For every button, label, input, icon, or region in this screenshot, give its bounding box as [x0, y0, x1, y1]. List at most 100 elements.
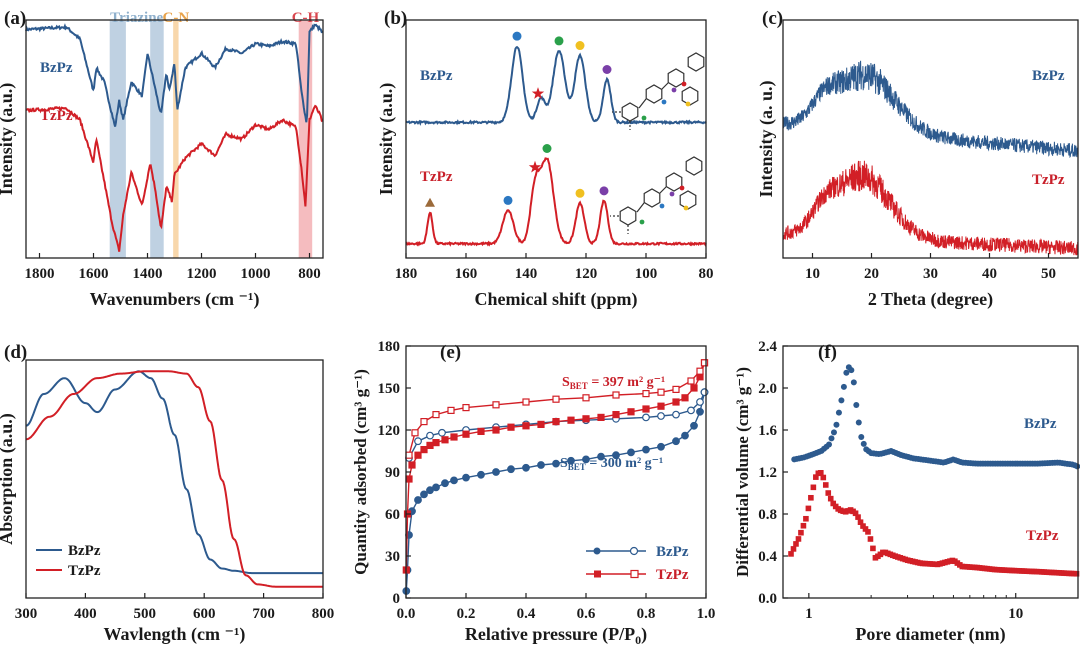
peak-marker-dot — [599, 186, 609, 196]
bond — [659, 186, 667, 194]
x-tick-label: 0.4 — [517, 606, 536, 622]
legend-label: TzPz — [656, 567, 689, 583]
panel-label: (e) — [440, 342, 461, 363]
x-axis-title: Wavenumbers (cm ⁻¹) — [90, 289, 260, 310]
peak-marker-dot — [575, 41, 585, 51]
pore-point — [798, 529, 804, 536]
structure-tzpz — [610, 156, 703, 234]
isotherm-point — [657, 388, 665, 396]
y-axis-title: Absorption (a.u.) — [0, 413, 17, 545]
pore-point — [850, 379, 857, 386]
y-tick-label: 2.0 — [758, 381, 777, 397]
isotherm-point — [522, 422, 530, 430]
isotherm-point — [414, 496, 422, 504]
y-tick-label: 150 — [378, 381, 401, 397]
peak-marker-star — [531, 87, 545, 99]
x-axis-title: Wavlength (cm ⁻¹) — [104, 624, 246, 645]
pore-point — [808, 494, 814, 501]
x-tick-label: 180 — [395, 266, 418, 282]
isotherm-point — [522, 463, 530, 472]
pore-point — [828, 435, 835, 442]
structure-dot — [679, 185, 685, 191]
isotherm-point — [441, 436, 449, 444]
pore-point — [858, 433, 865, 440]
pore-point — [848, 367, 855, 374]
pore-point — [822, 482, 829, 488]
isotherm-point — [642, 390, 650, 398]
isotherm-point — [657, 442, 665, 451]
isotherm-point — [700, 388, 709, 397]
structure-dot — [683, 205, 689, 211]
series-label-bzpz: BzPz — [420, 68, 453, 84]
isotherm-point — [627, 448, 635, 457]
x-axis-title: Pore diameter (nm) — [855, 624, 1005, 645]
ring — [643, 188, 661, 208]
legend-label: BzPz — [656, 544, 689, 560]
pore-point — [855, 419, 862, 426]
y-tick-label: 120 — [378, 423, 401, 439]
isotherm-point — [672, 437, 680, 446]
isotherm-point — [690, 421, 698, 430]
x-axis-title: Chemical shift (ppm) — [475, 289, 638, 310]
peak-marker-dot — [575, 188, 585, 198]
x-tick-label: 600 — [193, 606, 216, 622]
x-axis-title: 2 Theta (degree) — [868, 289, 993, 310]
ring — [679, 190, 697, 210]
pore-point — [867, 536, 874, 542]
x-tick-label: 1800 — [25, 266, 55, 282]
band-label: C-N — [163, 10, 190, 26]
isotherm-point — [426, 431, 434, 440]
pore-point — [857, 519, 864, 525]
pore-point — [800, 522, 807, 529]
pore-point — [825, 490, 832, 496]
x-axis-title-main: Relative pressure (P/P — [465, 624, 635, 645]
x-tick-label: 0.8 — [637, 606, 656, 622]
structure-dot — [661, 99, 667, 105]
pxrd-line-bzpz — [782, 60, 1079, 159]
pore-point — [813, 474, 819, 480]
band-ch — [298, 20, 313, 258]
isotherm-point — [582, 394, 590, 402]
plot-frame — [25, 19, 324, 259]
panel-c: BzPz TzPz 10 20 30 40 50 2 Theta (degree) Intens… — [756, 8, 1079, 310]
isotherm-point — [700, 359, 709, 367]
isotherm-point — [537, 461, 545, 469]
ring — [685, 156, 703, 176]
pore-point — [788, 551, 794, 557]
isotherm-point — [567, 416, 575, 424]
pore-point — [852, 510, 859, 517]
isotherm-point — [492, 401, 500, 409]
isotherm-point — [552, 395, 560, 403]
isotherm-point — [597, 413, 605, 421]
structure-dot — [669, 191, 675, 197]
pore-point — [790, 546, 797, 552]
isotherm-point — [552, 459, 560, 468]
legend: BzPz TzPz — [36, 543, 101, 579]
pore-point — [827, 495, 834, 502]
x-tick-label: 1 — [805, 606, 813, 622]
x-tick-label: 10 — [805, 266, 820, 282]
x-tick-label: 80 — [699, 266, 714, 282]
pore-point — [843, 369, 850, 376]
x-tick-label: 160 — [455, 266, 478, 282]
panel-f: BzPz TzPz 1 10 0.0 0.4 0.8 1.2 1.6 2.0 2.4 Pore dia… — [733, 339, 1080, 645]
y-tick-label: 0.8 — [758, 507, 777, 523]
x-axis-title: Relative pressure (P/P0) — [465, 624, 647, 647]
y-tick-label: 0.4 — [758, 549, 777, 565]
pore-point — [865, 529, 871, 535]
isotherm-point — [438, 428, 446, 437]
pore-point — [833, 421, 840, 428]
legend-marker-open — [630, 569, 639, 579]
pore-point — [870, 545, 876, 552]
structure-dot — [639, 219, 645, 225]
plot-frame — [405, 19, 707, 259]
x-tick-label: 40 — [982, 266, 997, 282]
isotherm-point — [411, 429, 419, 437]
bond — [638, 98, 647, 109]
x-tick-label: 10 — [1008, 606, 1023, 622]
band-label: Triazine — [110, 10, 163, 26]
peak-marker-dot — [542, 143, 552, 153]
isotherm-point — [681, 394, 689, 402]
x-tick-label: 30 — [923, 266, 938, 282]
isotherm-point — [627, 408, 635, 416]
